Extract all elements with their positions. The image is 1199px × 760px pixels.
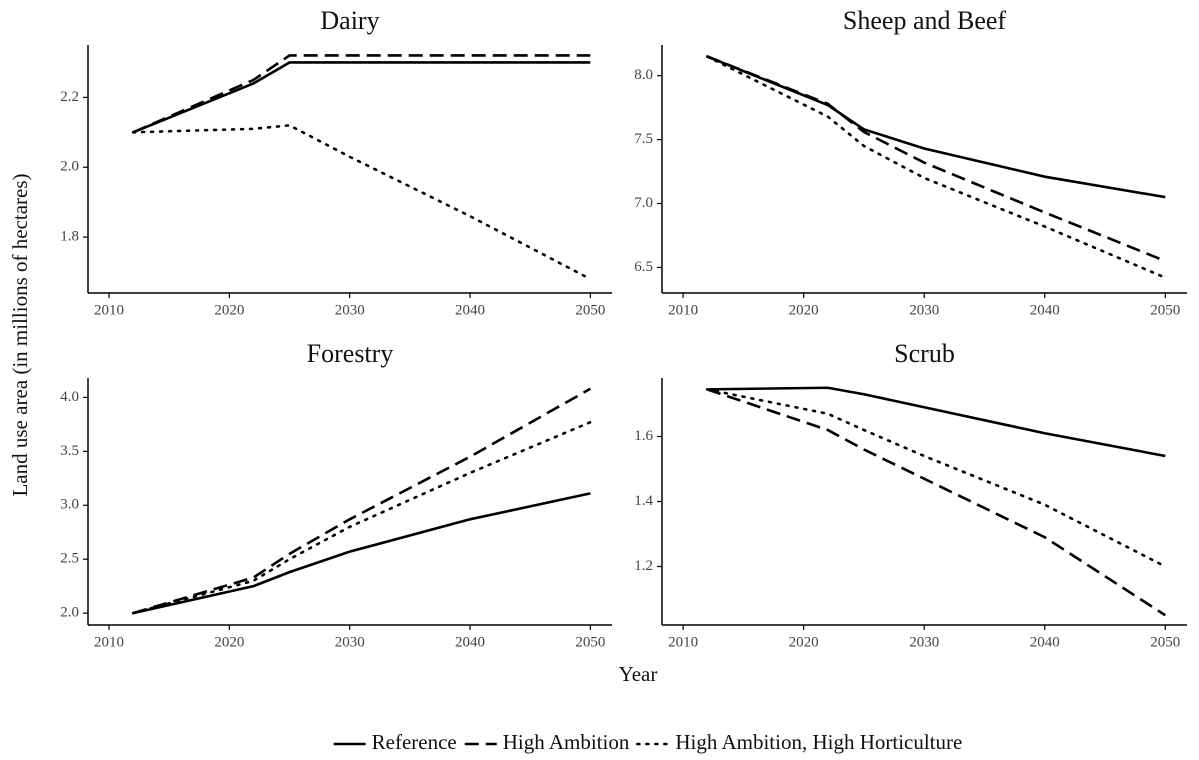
x-tick-label: 2040 [1030,302,1060,318]
y-tick-label: 1.2 [634,558,653,574]
x-tick-label: 2050 [1150,634,1180,650]
x-tick-label: 2030 [909,302,939,318]
y-tick-label: 2.5 [60,551,79,567]
series-line [707,386,1166,458]
legend-label: High Ambition, High Horticulture [675,730,962,754]
series-line [132,492,591,615]
x-tick-label: 2010 [668,302,698,318]
x-tick-label: 2040 [455,302,485,318]
y-tick-label: 7.5 [634,131,653,147]
y-tick-label: 1.6 [634,428,653,444]
x-tick-label: 2030 [909,634,939,650]
y-tick-label: 1.8 [60,229,79,245]
x-tick-label: 2020 [214,302,244,318]
x-tick-label: 2020 [789,302,819,318]
legend-label: Reference [372,730,457,754]
x-tick-label: 2040 [455,634,485,650]
x-tick-label: 2050 [1150,302,1180,318]
y-tick-label: 2.2 [60,89,79,105]
y-axis-label: Land use area (in millions of hectares) [8,173,32,496]
panel-title: Scrub [894,339,955,368]
series-line [132,387,591,615]
x-tick-label: 2020 [214,634,244,650]
legend-label: High Ambition [503,730,630,754]
y-tick-label: 3.0 [60,497,79,513]
series-line [132,54,591,134]
panel-title: Sheep and Beef [843,6,1007,35]
panel-title: Dairy [320,6,379,35]
y-tick-label: 1.4 [634,493,653,509]
series-line [705,55,1167,279]
y-tick-label: 2.0 [60,159,79,175]
series-line [132,61,591,134]
y-tick-label: 4.0 [60,389,79,405]
series-line [706,55,1166,199]
x-tick-label: 2020 [789,634,819,650]
series-line [131,124,592,281]
x-tick-label: 2050 [575,302,605,318]
series-line [706,55,1166,263]
y-tick-label: 6.5 [634,259,653,275]
series-line [705,388,1167,568]
x-tick-label: 2010 [668,634,698,650]
x-tick-label: 2030 [335,302,365,318]
panel-title: Forestry [307,339,394,368]
x-tick-label: 2050 [575,634,605,650]
x-axis-label: Year [619,662,658,686]
series-line [706,388,1167,617]
y-tick-label: 8.0 [634,67,653,83]
x-tick-label: 2010 [94,634,124,650]
series-line [131,420,592,615]
y-tick-label: 3.5 [60,443,79,459]
x-tick-label: 2010 [94,302,124,318]
x-tick-label: 2030 [335,634,365,650]
y-tick-label: 7.0 [634,195,653,211]
x-tick-label: 2040 [1030,634,1060,650]
y-tick-label: 2.0 [60,605,79,621]
